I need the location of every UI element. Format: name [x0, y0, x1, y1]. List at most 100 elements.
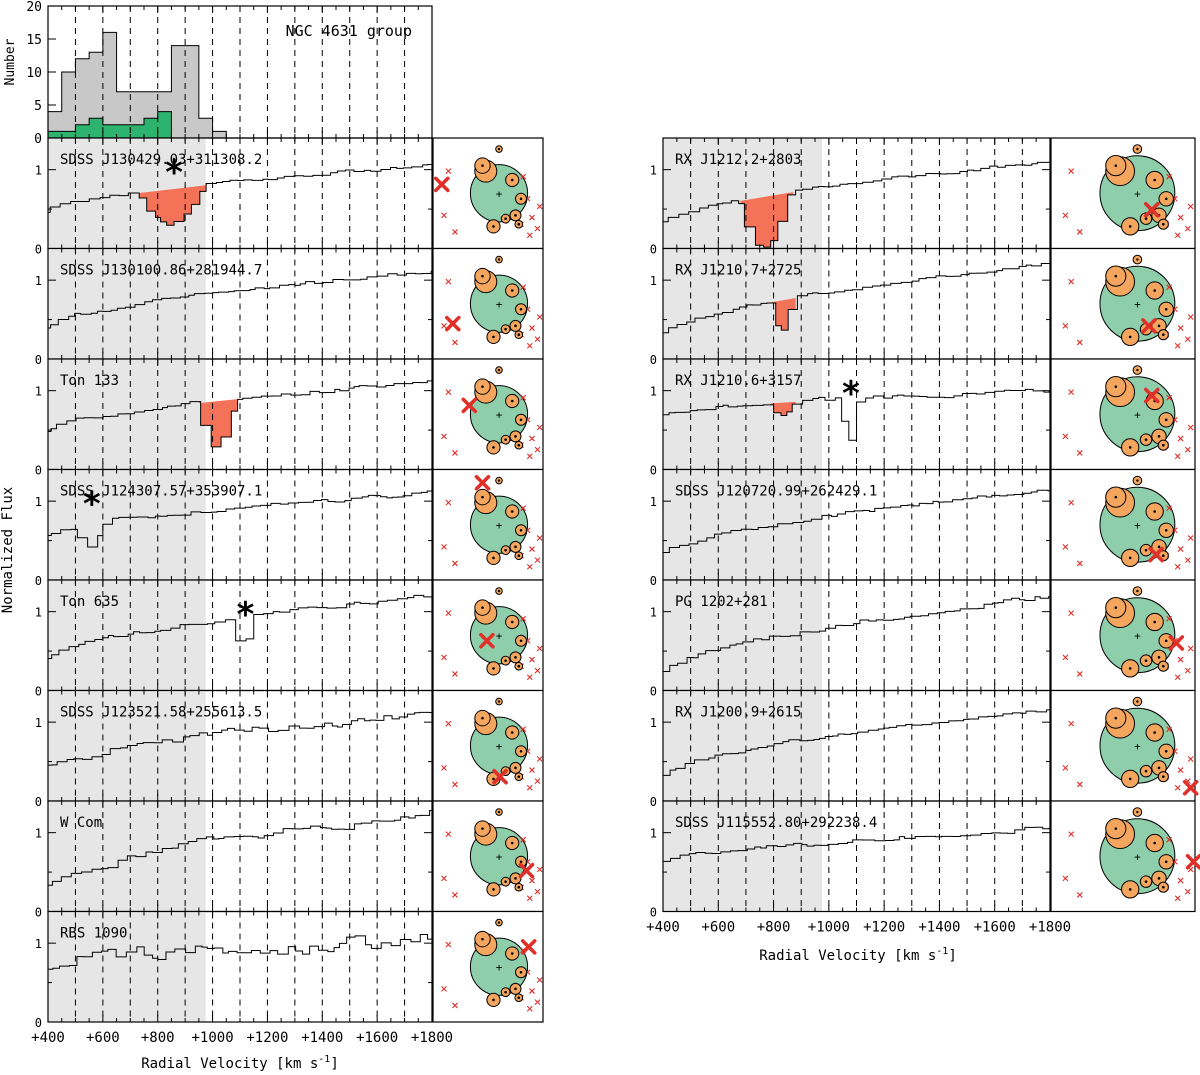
x-axis-title-right: Radial Velocity [km s-1]	[759, 946, 957, 964]
galaxy-center	[519, 749, 523, 753]
background-source	[520, 173, 527, 180]
background-source	[1177, 656, 1184, 663]
background-source	[452, 560, 458, 567]
y-tick-label: 0	[650, 795, 657, 809]
x-tick-label: +1400	[301, 1030, 343, 1046]
shaded-range	[48, 580, 206, 691]
x-tick-label: +1000	[808, 920, 850, 936]
background-source	[445, 499, 452, 506]
background-source	[520, 284, 527, 291]
background-source	[1076, 450, 1083, 456]
background-source	[1174, 453, 1181, 460]
galaxy-center	[492, 225, 495, 228]
disk-center: +	[496, 187, 503, 200]
sky-map: +	[432, 247, 544, 360]
galaxy-center	[510, 731, 514, 734]
spectrum-panel: 0 1 RX J1212.2+2803 +	[650, 137, 1196, 257]
background-source	[520, 615, 527, 622]
spectrum-panel: 0 1 SDSS J124307.57+353907.1* +	[35, 468, 544, 588]
galaxy-center	[517, 222, 521, 226]
galaxy-center	[1136, 700, 1139, 703]
shaded-range	[663, 580, 822, 691]
galaxy-center	[517, 996, 521, 999]
background-source	[1068, 499, 1075, 506]
background-source	[526, 342, 533, 349]
background-source	[529, 988, 535, 994]
y-axis-title: Normalized Flux	[0, 487, 16, 613]
galaxy-center	[481, 164, 484, 167]
disk-center: +	[496, 519, 503, 532]
contamination-star: *	[82, 485, 102, 525]
galaxy-center	[504, 327, 507, 331]
shaded-range	[48, 690, 206, 801]
background-source	[534, 225, 541, 232]
spectrum-panel: 0 1 RX J1200.9+2615 +	[650, 689, 1199, 809]
background-source	[441, 322, 447, 329]
y-tick-label: 0	[650, 464, 657, 478]
y-tick-label: 0	[35, 243, 42, 257]
background-source	[445, 610, 452, 617]
background-source	[529, 656, 535, 663]
galaxy-center	[517, 664, 521, 668]
background-source	[536, 535, 543, 541]
galaxy-center	[492, 998, 495, 1002]
spectrum-line	[48, 934, 432, 970]
background-source	[1166, 615, 1172, 622]
sky-map: +	[1050, 800, 1200, 913]
galaxy-center	[514, 987, 517, 991]
galaxy-center	[517, 333, 521, 336]
sightline-marker	[1148, 546, 1164, 563]
galaxy-center	[517, 554, 521, 557]
spectrum-panel: 0 1 Ton 133 +	[35, 358, 544, 478]
background-source	[1187, 314, 1194, 320]
background-source	[526, 232, 533, 239]
galaxy-center	[1153, 178, 1156, 182]
x-tick-label: +1400	[918, 920, 960, 936]
x-tick-label: +800	[141, 1030, 175, 1046]
background-source	[452, 671, 458, 677]
disk-center: +	[1134, 850, 1141, 863]
galaxy-center	[497, 258, 501, 261]
galaxy-center	[497, 810, 501, 814]
background-source	[1184, 888, 1191, 895]
background-source	[445, 168, 452, 175]
background-source	[1062, 322, 1069, 329]
galaxy-center	[1114, 385, 1118, 388]
x-tick-label: +1200	[863, 920, 905, 936]
spectrum-line	[48, 711, 432, 766]
background-source	[529, 325, 535, 331]
histogram-panel: 0 5 10 15 20 NGC 4631 group Number	[3, 0, 433, 147]
galaxy-center	[1153, 510, 1156, 513]
galaxy-center	[1136, 810, 1139, 814]
background-source	[441, 985, 447, 992]
galaxy-center	[492, 335, 495, 339]
background-source	[1076, 229, 1083, 235]
galaxy-center	[514, 214, 517, 217]
background-source	[441, 433, 447, 440]
background-source	[445, 389, 452, 396]
sightline-name: RX J1200.9+2615	[675, 705, 801, 721]
background-source	[1062, 875, 1069, 882]
y-tick-label: 1	[35, 716, 42, 730]
x-tick-label: +1800	[1029, 920, 1071, 936]
background-source	[1177, 767, 1184, 773]
galaxy-center	[1114, 606, 1118, 609]
sky-map: +	[432, 468, 544, 581]
histogram-ytick-label: 0	[34, 132, 42, 147]
y-tick-label: 1	[35, 827, 42, 841]
background-source	[445, 941, 452, 948]
x-tick-label: +1600	[974, 920, 1016, 936]
galaxy-center	[492, 667, 495, 670]
spectrum-panel: 0 1 RX J1210.6+3157 * +	[650, 358, 1196, 478]
background-source	[1174, 232, 1181, 239]
background-source	[1184, 667, 1191, 674]
galaxy-center	[517, 885, 521, 889]
galaxy-center	[514, 766, 517, 770]
sightline-name: Ton 133	[60, 373, 119, 389]
shaded-range	[663, 469, 822, 580]
x-tick-label: +1200	[246, 1030, 288, 1046]
background-source	[441, 875, 447, 882]
background-source	[441, 764, 447, 771]
sightline-name: W Com	[60, 815, 102, 831]
spectrum-panel: 0 1 SDSS J120720.99+262429.1 +	[650, 468, 1196, 588]
